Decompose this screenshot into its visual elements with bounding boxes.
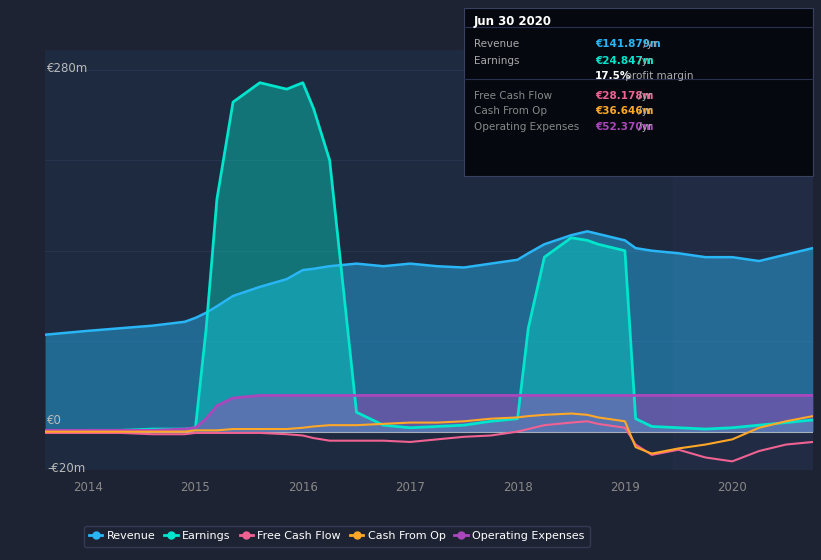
Text: €24.847m: €24.847m [595,56,654,66]
Text: 17.5%: 17.5% [595,71,631,81]
Text: Earnings: Earnings [474,56,519,66]
Text: Operating Expenses: Operating Expenses [474,122,579,132]
Text: profit margin: profit margin [622,71,694,81]
Text: €0: €0 [48,414,62,427]
Text: €28.178m: €28.178m [595,91,654,101]
Text: €52.370m: €52.370m [595,122,654,132]
Legend: Revenue, Earnings, Free Cash Flow, Cash From Op, Operating Expenses: Revenue, Earnings, Free Cash Flow, Cash … [84,526,590,547]
Text: €280m: €280m [48,62,89,75]
Text: /yr: /yr [635,106,653,116]
Text: /yr: /yr [635,122,653,132]
Text: /yr: /yr [635,56,653,66]
Text: /yr: /yr [635,91,653,101]
Text: Free Cash Flow: Free Cash Flow [474,91,552,101]
Text: Cash From Op: Cash From Op [474,106,547,116]
Bar [673,50,813,470]
Text: €141.879m: €141.879m [595,39,661,49]
Text: /yr: /yr [640,39,658,49]
Text: Jun 30 2020: Jun 30 2020 [474,15,552,28]
Text: Revenue: Revenue [474,39,519,49]
Text: -€20m: -€20m [48,461,85,475]
Text: €36.646m: €36.646m [595,106,654,116]
